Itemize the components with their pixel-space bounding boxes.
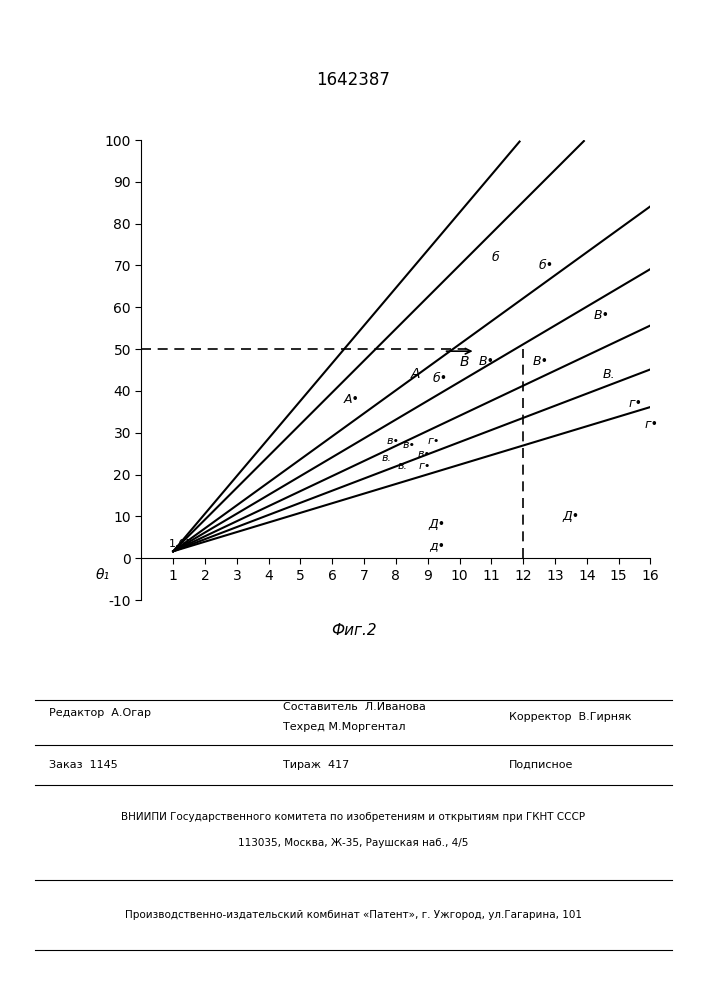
Text: г•: г• bbox=[628, 397, 642, 410]
Text: Корректор  В.Гирняк: Корректор В.Гирняк bbox=[509, 712, 631, 722]
Text: Редактор  А.Огар: Редактор А.Огар bbox=[49, 708, 151, 718]
Text: б•: б• bbox=[433, 372, 448, 385]
Text: г•: г• bbox=[428, 436, 440, 446]
Text: А•: А• bbox=[344, 393, 359, 406]
Text: Подписное: Подписное bbox=[509, 760, 573, 770]
Text: б: б bbox=[491, 251, 499, 264]
Text: θ₁: θ₁ bbox=[96, 568, 110, 582]
Text: В•: В• bbox=[479, 355, 495, 368]
Text: в•: в• bbox=[386, 436, 399, 446]
Text: В.: В. bbox=[602, 368, 615, 381]
Text: Фиг.2: Фиг.2 bbox=[331, 623, 376, 638]
Text: в.: в. bbox=[381, 453, 392, 463]
Text: Производственно-издательский комбинат «Патент», г. Ужгород, ул.Гагарина, 101: Производственно-издательский комбинат «П… bbox=[125, 910, 582, 920]
Text: 113035, Москва, Ж-35, Раушская наб., 4/5: 113035, Москва, Ж-35, Раушская наб., 4/5 bbox=[238, 838, 469, 848]
Text: А: А bbox=[410, 367, 420, 381]
Text: Заказ  1145: Заказ 1145 bbox=[49, 760, 118, 770]
Text: г•: г• bbox=[644, 418, 658, 431]
Text: Д•: Д• bbox=[562, 510, 580, 523]
Text: б•: б• bbox=[539, 259, 554, 272]
Text: В•: В• bbox=[593, 309, 609, 322]
Text: 1642387: 1642387 bbox=[317, 71, 390, 89]
Text: Составитель  Л.Иванова: Составитель Л.Иванова bbox=[283, 702, 426, 712]
Text: д•: д• bbox=[429, 539, 445, 552]
Text: в.: в. bbox=[397, 461, 407, 471]
Text: В•: В• bbox=[533, 355, 549, 368]
Text: г•: г• bbox=[419, 461, 431, 471]
Text: 1,65: 1,65 bbox=[168, 539, 193, 549]
Text: Техред М.Моргентал: Техред М.Моргентал bbox=[283, 722, 405, 732]
Text: в•: в• bbox=[402, 440, 415, 450]
Text: в•: в• bbox=[418, 449, 431, 459]
Text: В: В bbox=[460, 355, 469, 369]
Text: Тираж  417: Тираж 417 bbox=[283, 760, 349, 770]
Text: Д•: Д• bbox=[428, 518, 446, 531]
Text: ВНИИПИ Государственного комитета по изобретениям и открытиям при ГКНТ СССР: ВНИИПИ Государственного комитета по изоб… bbox=[122, 812, 585, 822]
